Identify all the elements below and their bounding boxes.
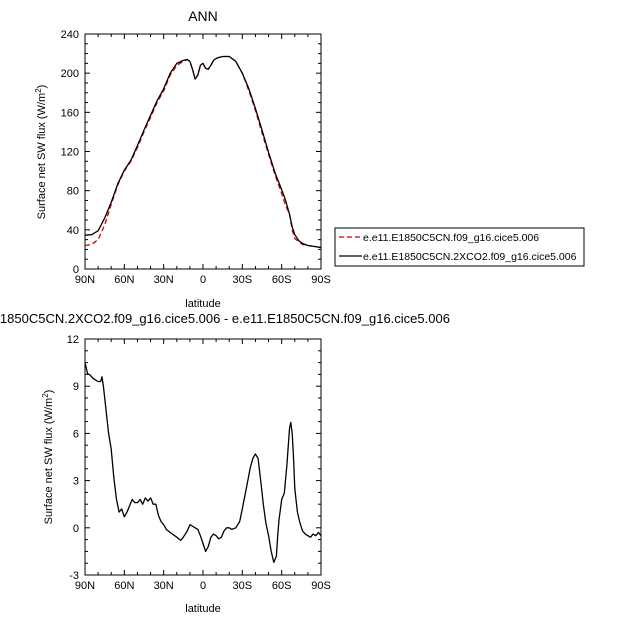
- bottom-ytick-label: 12: [67, 334, 79, 346]
- bottom-xlabel: latitude: [185, 603, 220, 615]
- bottom-title: e.e11.E1850C5CN.2XCO2.f09_g16.cice5.006 …: [0, 311, 450, 326]
- top-xtick-label: 30N: [154, 274, 174, 286]
- top-title: ANN: [188, 8, 218, 24]
- legend-item-1-label: e.e11.E1850C5CN.2XCO2.f09_g16.cice5.006: [363, 251, 577, 263]
- top-xtick-label: 30S: [233, 274, 253, 286]
- top-series-lines: [84, 55, 322, 249]
- top-panel: ANN 90N 60N 30N 0 30S 60S 90S 0 40 80 120 160 200 240…: [34, 8, 585, 310]
- top-xtick-label: 90S: [311, 274, 331, 286]
- bottom-axes: 90N 60N 30N 0 30S 60S 90S -3 0 3 6 9 12: [67, 334, 331, 592]
- bottom-panel: e.e11.E1850C5CN.2XCO2.f09_g16.cice5.006 …: [0, 311, 450, 615]
- top-plot-frame: [84, 33, 322, 270]
- top-ytick-label: 240: [61, 29, 79, 41]
- bottom-ytick-label: 3: [73, 476, 79, 488]
- top-xlabel: latitude: [185, 298, 220, 310]
- top-ytick-label: 200: [61, 68, 79, 80]
- top-xtick-label: 90N: [75, 274, 95, 286]
- bottom-xtick-label: 0: [200, 580, 206, 592]
- bottom-xtick-label: 60S: [272, 580, 292, 592]
- top-series-line-1: [84, 55, 322, 249]
- top-ytick-label: 40: [67, 225, 79, 237]
- bottom-ylabel: Surface net SW flux (W/m2): [41, 390, 56, 525]
- bottom-xtick-label: 30S: [233, 580, 253, 592]
- bottom-ytick-label: 0: [73, 523, 79, 535]
- legend-item-0-label: e.e11.E1850C5CN.f09_g16.cice5.006: [363, 232, 539, 244]
- top-series-line-0: [84, 55, 322, 249]
- top-xtick-label: 0: [200, 274, 206, 286]
- top-ytick-label: 120: [61, 147, 79, 159]
- top-ylabel: Surface net SW flux (W/m2): [34, 85, 49, 220]
- bottom-series-lines: [84, 362, 322, 564]
- top-ylabel-sup: 2: [34, 88, 43, 93]
- bottom-series-line-0: [84, 362, 322, 564]
- bottom-plot-frame: [84, 338, 322, 576]
- legend: e.e11.E1850C5CN.f09_g16.cice5.006 e.e11.…: [334, 227, 585, 267]
- bottom-ytick-label: 6: [73, 428, 79, 440]
- top-ytick-label: 80: [67, 186, 79, 198]
- top-ytick-label: 0: [73, 264, 79, 276]
- bottom-ytick-label: 9: [73, 381, 79, 393]
- top-xtick-label: 60N: [114, 274, 134, 286]
- bottom-xtick-label: 90S: [311, 580, 331, 592]
- bottom-xtick-label: 60N: [114, 580, 134, 592]
- top-ytick-label: 160: [61, 107, 79, 119]
- top-ylabel-main: Surface net SW flux (W/m: [36, 93, 48, 220]
- bottom-ylabel-close: ): [43, 390, 55, 394]
- bottom-ytick-label: -3: [69, 570, 79, 582]
- top-axes: 90N 60N 30N 0 30S 60S 90S 0 40 80 120 160 200 240: [61, 29, 331, 286]
- bottom-ylabel-sup: 2: [41, 393, 50, 398]
- bottom-xtick-label: 30N: [154, 580, 174, 592]
- legend-frame: [334, 227, 585, 267]
- bottom-ylabel-main: Surface net SW flux (W/m: [43, 398, 55, 525]
- top-ylabel-close: ): [36, 85, 48, 89]
- top-xtick-label: 60S: [272, 274, 292, 286]
- bottom-xtick-label: 90N: [75, 580, 95, 592]
